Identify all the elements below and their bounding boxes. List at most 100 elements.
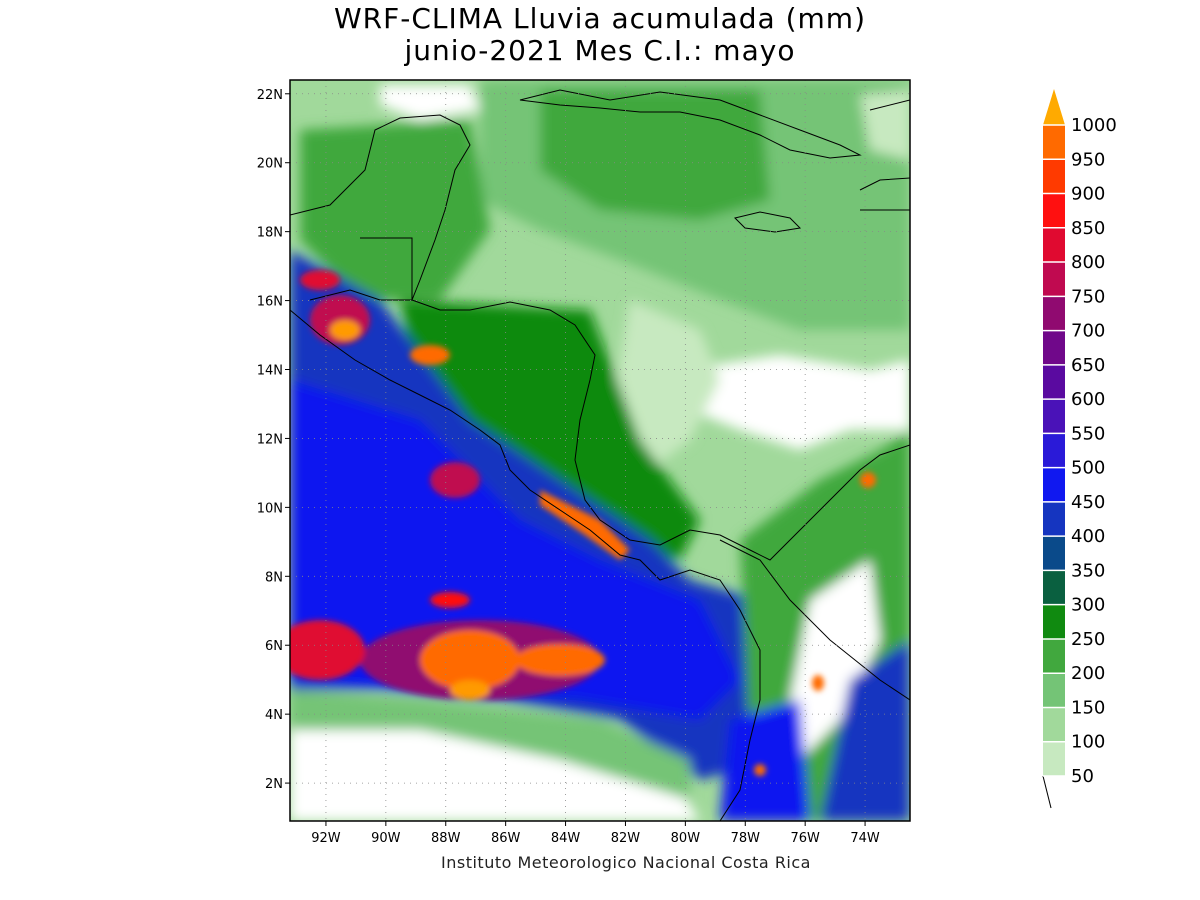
- map-frame: [289, 79, 911, 822]
- hispaniola-coast: [859, 99, 910, 211]
- chiapas-red: [300, 270, 340, 290]
- lat-tick-label: 8N: [265, 570, 283, 585]
- colorbar-swatch: [1043, 604, 1065, 639]
- lat-tick-label: 18N: [257, 226, 283, 241]
- south-pacific-edge: [290, 690, 690, 800]
- lat-tick-label: 12N: [257, 432, 283, 447]
- colorbar-label: 200: [1071, 663, 1105, 684]
- colorbar-swatch: [1043, 570, 1065, 605]
- colorbar-swatch: [1043, 433, 1065, 468]
- colorbar-label: 500: [1071, 458, 1105, 479]
- colorbar-label: 400: [1071, 526, 1105, 547]
- lon-tick-label: 74W: [850, 831, 880, 846]
- rainfall-field: [290, 80, 910, 821]
- colorbar-label: 800: [1071, 252, 1105, 273]
- colorbar-swatch: [1043, 399, 1065, 434]
- honduras-orange: [410, 345, 450, 365]
- colorbar-under-arrow: [1042, 775, 1052, 809]
- colorbar-label: 300: [1071, 595, 1105, 616]
- itcz-peak: [450, 680, 490, 700]
- map-title-line1: WRF-CLIMA Lluvia acumulada (mm): [334, 2, 866, 35]
- greater-antilles-rain: [540, 90, 770, 220]
- colombia-north-spot: [860, 472, 876, 488]
- lon-tick-label: 88W: [431, 831, 461, 846]
- jamaica-coast: [734, 211, 802, 233]
- central-america-pacific-coast: [290, 309, 761, 821]
- colorbar-label: 1000: [1071, 115, 1117, 136]
- colorbar-label: 100: [1071, 732, 1105, 753]
- lat-tick-label: 16N: [257, 295, 283, 310]
- lon-tick-label: 78W: [731, 831, 761, 846]
- colorbar-label: 450: [1071, 492, 1105, 513]
- pacific-crimson-spot: [430, 462, 480, 498]
- pacific-red-spot: [430, 592, 470, 608]
- lat-tick-label: 2N: [265, 777, 283, 792]
- colombia-pacific-rain: [720, 700, 810, 821]
- lon-tick-label: 92W: [311, 831, 341, 846]
- graticule: [290, 80, 910, 821]
- lon-tick-label: 76W: [790, 831, 820, 846]
- colorbar-swatch: [1043, 227, 1065, 263]
- axis-ticks: 22N 20N 18N 16N 14N 12N 10N 8N 6N 4N 2N 92W 90W 88W 86…: [257, 88, 880, 846]
- colombia-south-spot: [754, 764, 766, 776]
- guatemala-peak: [330, 320, 360, 340]
- lat-tick-label: 22N: [257, 88, 283, 103]
- colorbar-swatch: [1043, 501, 1065, 537]
- colorbar-label: 850: [1071, 218, 1105, 239]
- map-title-line2: junio-2021 Mes C.I.: mayo: [404, 34, 796, 67]
- colorbar-label: 550: [1071, 423, 1105, 444]
- colorbar-swatch: [1043, 467, 1065, 502]
- colorbar-swatch: [1043, 159, 1065, 194]
- colorbar-label: 50: [1071, 766, 1094, 787]
- colorbar-swatch: [1043, 125, 1065, 160]
- lat-tick-label: 6N: [265, 639, 283, 654]
- colorbar-label: 700: [1071, 321, 1105, 342]
- light-north-east-rain: [860, 90, 910, 160]
- light-caribbean-band: [610, 300, 720, 470]
- colorbar-label: 950: [1071, 149, 1105, 170]
- colorbar-swatch: [1043, 673, 1065, 708]
- colorbar-swatch: [1043, 741, 1065, 776]
- colorbar-label: 750: [1071, 286, 1105, 307]
- colorbar-label: 900: [1071, 184, 1105, 205]
- lat-tick-label: 4N: [265, 708, 283, 723]
- colorbar-legend: 50 100 150 200 250 300 350 400 450 500 550 600 650 70…: [1042, 89, 1117, 809]
- colorbar-swatch: [1043, 707, 1065, 742]
- colorbar-swatch: [1043, 296, 1065, 331]
- west-pacific-red-core: [290, 620, 365, 680]
- lon-tick-label: 80W: [671, 831, 701, 846]
- central-america-caribbean-coast: [411, 299, 910, 561]
- colorbar-swatch: [1043, 330, 1065, 365]
- yucatan-rain: [300, 120, 490, 300]
- lon-tick-label: 90W: [371, 831, 401, 846]
- colorbar-swatch: [1043, 364, 1065, 400]
- colorbar-swatch: [1043, 193, 1065, 228]
- mexico-yucatan-coast: [290, 114, 471, 301]
- costa-rica-orange: [540, 490, 630, 560]
- colombia-center-spot: [812, 675, 824, 691]
- colombia-border: [719, 539, 910, 701]
- dry-andes-valley: [790, 560, 880, 760]
- cuba-coast: [519, 89, 862, 159]
- dry-caribbean-area: [680, 355, 910, 450]
- lat-tick-label: 20N: [257, 157, 283, 172]
- coastlines: [290, 89, 910, 821]
- colorbar-swatch: [1043, 262, 1065, 297]
- lat-tick-label: 10N: [257, 501, 283, 516]
- colorbar-swatch: [1043, 536, 1065, 571]
- lat-tick-label: 14N: [257, 364, 283, 379]
- colorbar-label: 600: [1071, 389, 1105, 410]
- central-america-rain: [400, 300, 700, 560]
- dry-south-pacific: [290, 710, 700, 821]
- lon-tick-label: 82W: [611, 831, 641, 846]
- lon-tick-label: 86W: [491, 831, 521, 846]
- itcz-orange-east: [515, 644, 605, 676]
- colorbar-label: 650: [1071, 355, 1105, 376]
- credit-text: Instituto Meteorologico Nacional Costa R…: [441, 853, 811, 872]
- colorbar-swatch: [1043, 638, 1065, 674]
- colorbar-over-arrow: [1043, 89, 1065, 125]
- lon-tick-label: 84W: [551, 831, 581, 846]
- mexico-guatemala-border: [309, 237, 413, 301]
- colorbar-label: 250: [1071, 629, 1105, 650]
